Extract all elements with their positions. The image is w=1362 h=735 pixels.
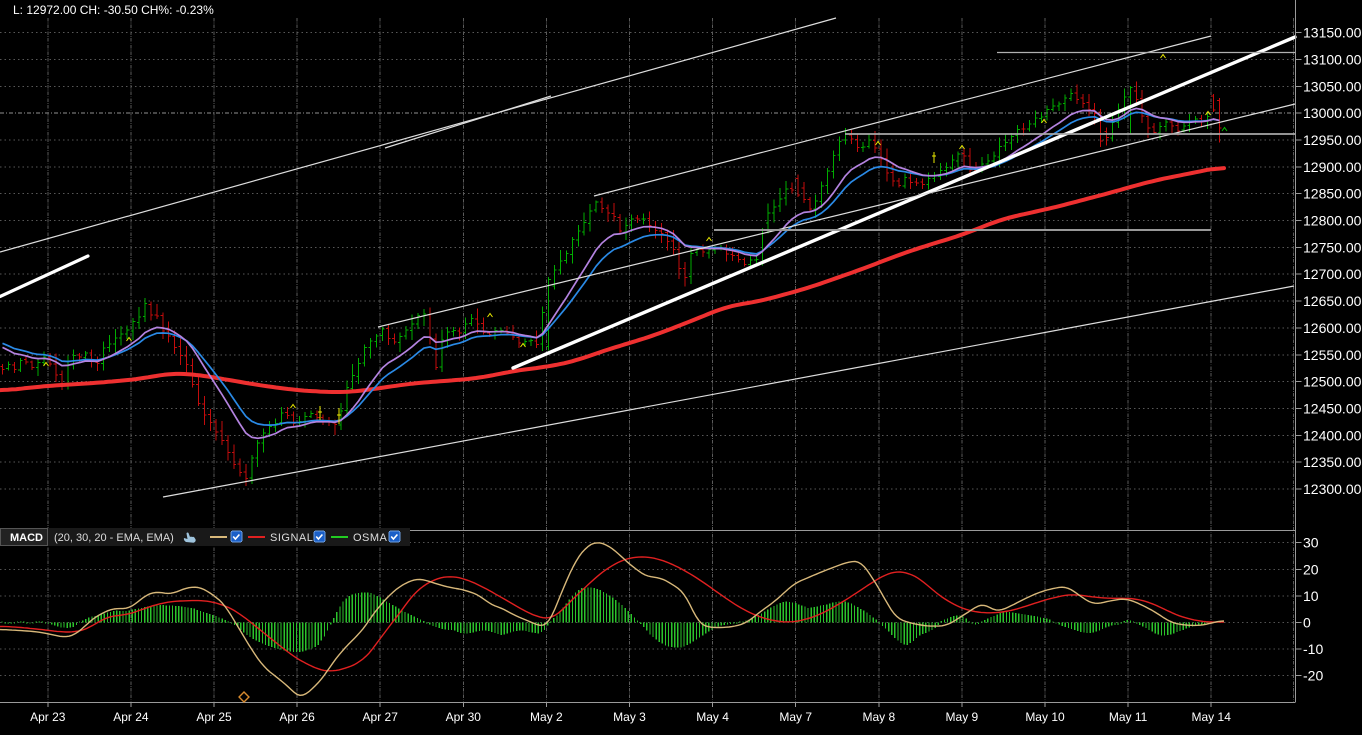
svg-text:-20: -20: [1303, 668, 1323, 684]
svg-text:13100.00: 13100.00: [1303, 51, 1362, 67]
svg-text:May 7: May 7: [779, 710, 812, 724]
svg-text:May 10: May 10: [1025, 710, 1065, 724]
svg-text:12600.00: 12600.00: [1303, 320, 1362, 336]
svg-text:May 3: May 3: [613, 710, 646, 724]
svg-text:L: 12972.00 CH: -30.50 CH%: -0: L: 12972.00 CH: -30.50 CH%: -0.23%: [13, 3, 214, 17]
svg-text:12500.00: 12500.00: [1303, 374, 1362, 390]
svg-text:12750.00: 12750.00: [1303, 239, 1362, 255]
svg-text:MACD: MACD: [10, 532, 43, 544]
svg-text:May 11: May 11: [1109, 710, 1148, 724]
svg-text:12850.00: 12850.00: [1303, 186, 1362, 202]
svg-text:12350.00: 12350.00: [1303, 454, 1362, 470]
svg-text:12950.00: 12950.00: [1303, 132, 1362, 148]
svg-text:12450.00: 12450.00: [1303, 401, 1362, 417]
svg-text:Apr 25: Apr 25: [196, 710, 232, 724]
svg-text:Apr 26: Apr 26: [279, 710, 315, 724]
svg-text:SIGNAL: SIGNAL: [270, 532, 313, 544]
svg-text:Apr 23: Apr 23: [30, 710, 66, 724]
svg-text:Apr 30: Apr 30: [446, 710, 482, 724]
svg-text:10: 10: [1303, 588, 1319, 604]
svg-text:May 4: May 4: [696, 710, 729, 724]
svg-text:May 9: May 9: [946, 710, 979, 724]
svg-text:13000.00: 13000.00: [1303, 105, 1362, 121]
svg-text:May 14: May 14: [1192, 710, 1232, 724]
svg-text:30: 30: [1303, 535, 1319, 551]
svg-text:13050.00: 13050.00: [1303, 78, 1362, 94]
svg-text:12650.00: 12650.00: [1303, 293, 1362, 309]
svg-text:May 8: May 8: [862, 710, 895, 724]
svg-text:Apr 27: Apr 27: [363, 710, 399, 724]
svg-text:12800.00: 12800.00: [1303, 213, 1362, 229]
svg-text:12300.00: 12300.00: [1303, 481, 1362, 497]
svg-text:(20, 30, 20 - EMA, EMA): (20, 30, 20 - EMA, EMA): [54, 532, 174, 544]
svg-text:May 2: May 2: [530, 710, 563, 724]
svg-text:0: 0: [1303, 615, 1311, 631]
svg-text:-10: -10: [1303, 641, 1323, 657]
svg-text:12400.00: 12400.00: [1303, 427, 1362, 443]
svg-text:12900.00: 12900.00: [1303, 159, 1362, 175]
svg-text:Apr 24: Apr 24: [113, 710, 149, 724]
svg-text:12700.00: 12700.00: [1303, 266, 1362, 282]
svg-text:OSMA: OSMA: [353, 532, 388, 544]
svg-text:20: 20: [1303, 561, 1319, 577]
svg-text:13150.00: 13150.00: [1303, 25, 1362, 41]
svg-text:12550.00: 12550.00: [1303, 347, 1362, 363]
